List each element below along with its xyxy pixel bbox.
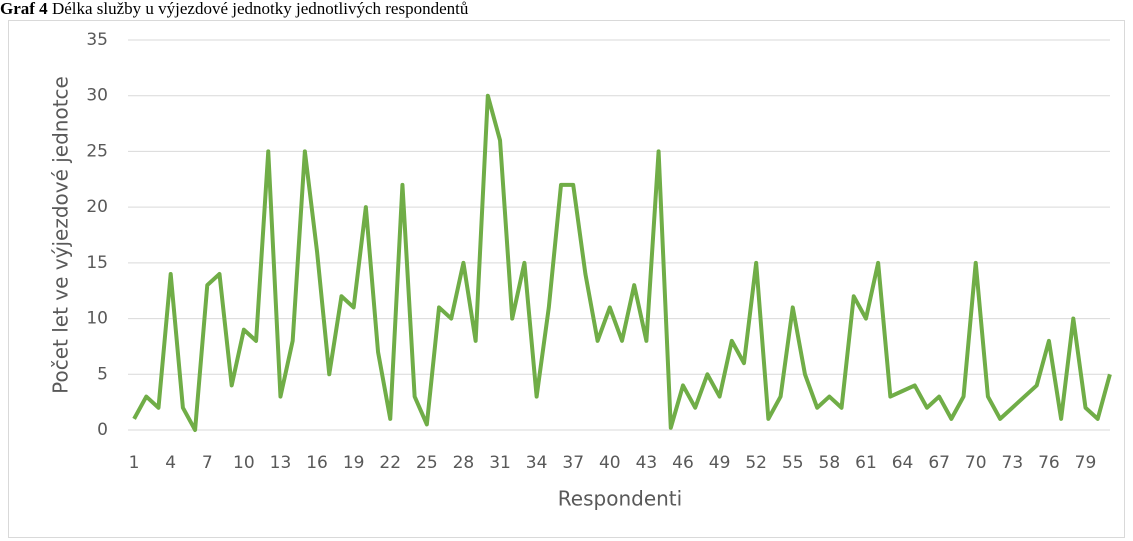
chart-title: Graf 4 Délka služby u výjezdové jednotky… (0, 0, 469, 18)
x-tick-label: 25 (416, 453, 438, 473)
x-tick-label: 46 (672, 453, 694, 473)
y-tick-label: 15 (86, 253, 108, 273)
x-tick-label: 58 (819, 453, 841, 473)
y-tick-label: 35 (86, 30, 108, 50)
title-strip (0, 0, 1133, 18)
x-tick-label: 37 (562, 453, 584, 473)
title-text: Délka služby u výjezdové jednotky jednot… (52, 0, 469, 18)
x-tick-label: 67 (928, 453, 950, 473)
x-tick-label: 40 (599, 453, 621, 473)
x-tick-label: 31 (489, 453, 511, 473)
x-tick-label: 19 (343, 453, 365, 473)
x-tick-label: 64 (892, 453, 914, 473)
x-tick-label: 55 (782, 453, 804, 473)
y-tick-label: 5 (97, 364, 108, 384)
data-line (132, 93, 1112, 432)
x-tick-label: 28 (453, 453, 475, 473)
x-tick-label: 1 (129, 453, 140, 473)
x-tick-label: 7 (202, 453, 213, 473)
y-tick-label: 30 (86, 86, 108, 106)
y-tick-label: 20 (86, 197, 108, 217)
chart-frame (8, 20, 1125, 538)
y-axis-title: Počet let ve výjezdové jednotce (49, 76, 73, 394)
x-tick-label: 16 (306, 453, 328, 473)
x-tick-label: 43 (636, 453, 658, 473)
x-tick-label: 79 (1075, 453, 1097, 473)
y-tick-label: 10 (86, 309, 108, 329)
x-tick-label: 52 (745, 453, 767, 473)
x-tick-label: 10 (233, 453, 255, 473)
x-tick-label: 13 (270, 453, 292, 473)
y-tick-label: 0 (97, 420, 108, 440)
x-tick-label: 61 (855, 453, 877, 473)
x-tick-label: 49 (709, 453, 731, 473)
title-label: Graf 4 (0, 0, 48, 18)
x-tick-label: 76 (1038, 453, 1060, 473)
x-axis-title: Respondenti (558, 487, 682, 511)
x-tick-label: 73 (1002, 453, 1024, 473)
x-tick-label: 22 (379, 453, 401, 473)
x-tick-label: 34 (526, 453, 548, 473)
x-tick-label: 4 (165, 453, 176, 473)
x-tick-label: 70 (965, 453, 987, 473)
y-tick-label: 25 (86, 141, 108, 161)
